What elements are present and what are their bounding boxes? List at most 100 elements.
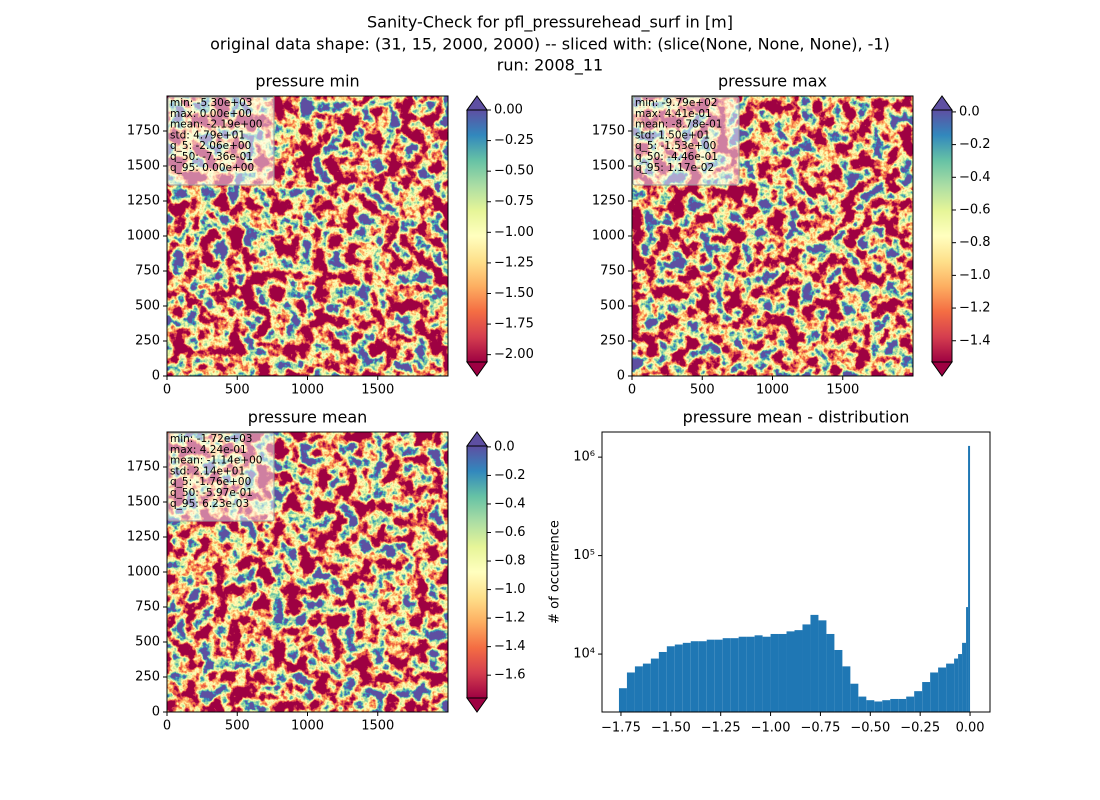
colorbar-tick-label: −0.25 xyxy=(494,133,534,148)
histogram-bar xyxy=(634,666,643,712)
x-tick-label: −1.00 xyxy=(751,721,791,736)
stats-line: max: 0.00e+00 xyxy=(170,108,252,120)
axes-title: pressure mean xyxy=(248,408,368,427)
colorbar-frame xyxy=(931,109,953,363)
histogram-bar xyxy=(968,445,971,712)
colorbar-tick-label: 0.0 xyxy=(959,104,980,119)
colorbar-frame xyxy=(466,445,488,699)
stats-line: q_5: -1.53e+00 xyxy=(635,140,716,152)
stats-line: min: -5.30e+03 xyxy=(170,97,252,109)
y-tick-label: 1500 xyxy=(592,159,625,174)
histogram-bar xyxy=(794,630,803,712)
x-tick-label: −1.50 xyxy=(651,721,691,736)
histogram-bar xyxy=(958,654,963,712)
x-tick-label: 0.00 xyxy=(956,721,985,736)
histogram-bar xyxy=(818,620,827,712)
stats-line: q_50: -7.36e-01 xyxy=(170,151,253,163)
colorbar-tick-label: −0.8 xyxy=(959,235,991,250)
histogram-bar xyxy=(802,624,811,712)
histogram-bar xyxy=(746,636,755,712)
x-tick-label: 0 xyxy=(163,383,171,398)
colorbar xyxy=(467,110,487,362)
suptitle-line: run: 2008_11 xyxy=(497,56,603,76)
y-tick-label: 1000 xyxy=(127,229,160,244)
stats-box xyxy=(167,432,275,522)
stats-line: max: 4.24e-01 xyxy=(170,444,247,456)
colorbar-tick-label: −1.25 xyxy=(494,255,534,270)
y-tick-label: 1250 xyxy=(127,530,160,545)
x-tick-label: 1000 xyxy=(756,383,789,398)
x-tick-label: 500 xyxy=(225,719,250,734)
stats-line: max: 4.41e-01 xyxy=(635,108,712,120)
y-tick-label: 1000 xyxy=(127,565,160,580)
y-tick-label: 250 xyxy=(135,670,160,685)
colorbar-tick-label: −0.8 xyxy=(494,554,526,569)
colorbar-tick-label: −0.6 xyxy=(959,202,991,217)
y-tick-label: 10⁵ xyxy=(573,548,595,563)
y-tick-label: 10⁶ xyxy=(573,450,595,465)
histogram-bar xyxy=(842,666,851,712)
stats-line: q_95: 1.17e-02 xyxy=(635,162,714,174)
colorbar-tick-label: −1.2 xyxy=(494,611,526,626)
y-tick-label: 10⁴ xyxy=(573,647,595,662)
y-tick-label: 0 xyxy=(152,705,160,720)
histogram-bar xyxy=(754,635,763,712)
y-axis-label: # of occurrence xyxy=(548,520,563,624)
colorbar-frame xyxy=(466,109,488,363)
colorbar-tick-label: −2.00 xyxy=(494,347,534,362)
colorbar-tick-label: −1.6 xyxy=(494,668,526,683)
histogram-bar xyxy=(730,638,739,712)
stats-line: std: 1.50e+01 xyxy=(635,129,710,141)
stats-line: mean: -2.19e+00 xyxy=(170,119,262,131)
colorbar-tick-label: −0.4 xyxy=(494,496,526,511)
histogram-bar xyxy=(698,641,707,712)
axes-title: pressure mean - distribution xyxy=(683,408,910,427)
colorbar-tick-label: −1.4 xyxy=(494,639,526,654)
y-tick-label: 1750 xyxy=(127,124,160,139)
histogram-bar xyxy=(938,667,947,712)
colorbar-tick-label: −1.0 xyxy=(959,268,991,283)
colorbar-tick-label: −1.2 xyxy=(959,301,991,316)
y-tick-label: 500 xyxy=(600,299,625,314)
colorbar-tick-label: −1.00 xyxy=(494,225,534,240)
colorbar-tick-label: −0.2 xyxy=(959,137,991,152)
y-tick-label: 1250 xyxy=(592,194,625,209)
histogram-bar xyxy=(770,633,779,712)
histogram-bar xyxy=(890,698,899,712)
histogram-bar xyxy=(810,614,819,712)
histogram-bar xyxy=(666,646,675,712)
histogram-bar xyxy=(922,682,931,712)
x-tick-label: −0.75 xyxy=(801,721,841,736)
y-tick-label: 1500 xyxy=(127,495,160,510)
stats-line: min: -9.79e+02 xyxy=(635,97,717,109)
stats-box xyxy=(632,96,740,186)
x-tick-label: 1500 xyxy=(361,719,394,734)
x-tick-label: 0 xyxy=(628,383,636,398)
histogram-bar xyxy=(674,644,683,712)
histogram-bar xyxy=(762,636,771,712)
histogram-bar xyxy=(850,683,859,712)
colorbar-tick-label: −1.50 xyxy=(494,286,534,301)
x-tick-label: 1000 xyxy=(291,719,324,734)
y-tick-label: 1750 xyxy=(592,124,625,139)
histogram-bar xyxy=(778,633,787,712)
y-tick-label: 0 xyxy=(617,369,625,384)
histogram-bar xyxy=(874,701,883,712)
histogram-bar xyxy=(866,700,875,712)
histogram-bar xyxy=(930,672,939,712)
y-tick-label: 250 xyxy=(135,334,160,349)
histogram-bar xyxy=(658,651,667,712)
suptitle-line: original data shape: (31, 15, 2000, 2000… xyxy=(210,35,890,54)
histogram-bar xyxy=(882,700,891,712)
colorbar-tick-label: −0.4 xyxy=(959,170,991,185)
y-tick-label: 500 xyxy=(135,299,160,314)
stats-line: std: 2.14e+01 xyxy=(170,465,245,477)
colorbar-tick-label: −0.2 xyxy=(494,468,526,483)
y-tick-label: 1250 xyxy=(127,194,160,209)
y-tick-label: 1500 xyxy=(127,159,160,174)
colorbar-tick-label: −1.75 xyxy=(494,317,534,332)
histogram-bar xyxy=(906,696,915,712)
histogram-bar xyxy=(626,672,635,712)
histogram-bar xyxy=(682,642,691,712)
